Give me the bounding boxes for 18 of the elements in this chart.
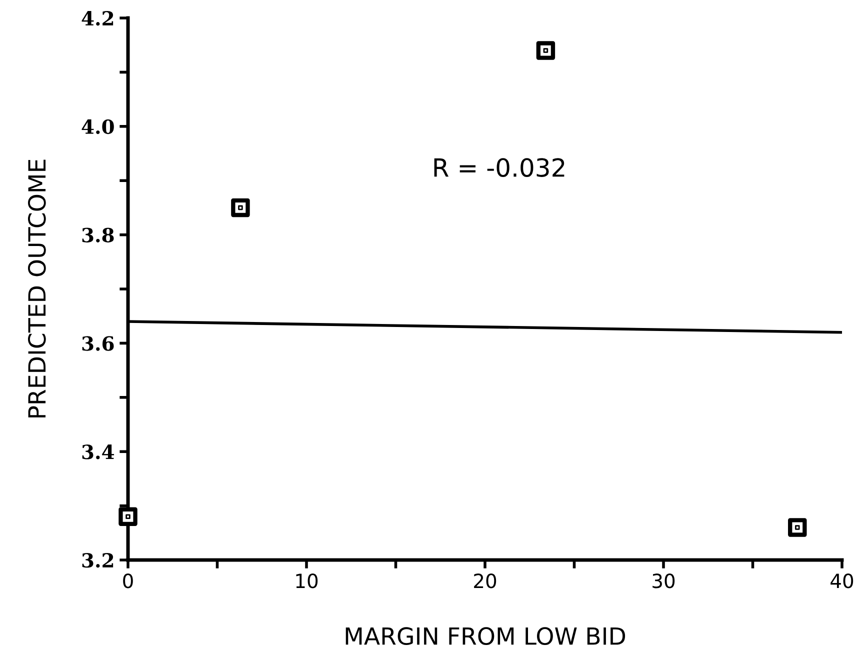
point (536, 41, 556, 60)
x-tick-label: 40 (830, 574, 854, 588)
x-tick-label: 20 (474, 574, 496, 588)
y-tick-label: 3.8 (82, 228, 114, 242)
y-tick-label: 3.6 (82, 336, 114, 351)
x-tick-label: 0 (123, 574, 133, 588)
y-tick-label: 4.2 (82, 10, 114, 26)
annotation: R = -0.032 (434, 158, 564, 178)
point (788, 518, 807, 537)
x-axis-title: MARGIN FROM LOW BID (346, 627, 626, 646)
y-tick-label: 3.2 (82, 552, 114, 568)
y-axis-title: PREDICTED OUTCOME (28, 160, 46, 418)
x-tick-label: 30 (652, 574, 675, 588)
x-tick-label: 10 (296, 574, 318, 588)
point (231, 198, 250, 218)
point (118, 507, 138, 526)
y-tick-label: 4.0 (82, 119, 114, 134)
y-tick-label: 3.4 (82, 444, 114, 460)
